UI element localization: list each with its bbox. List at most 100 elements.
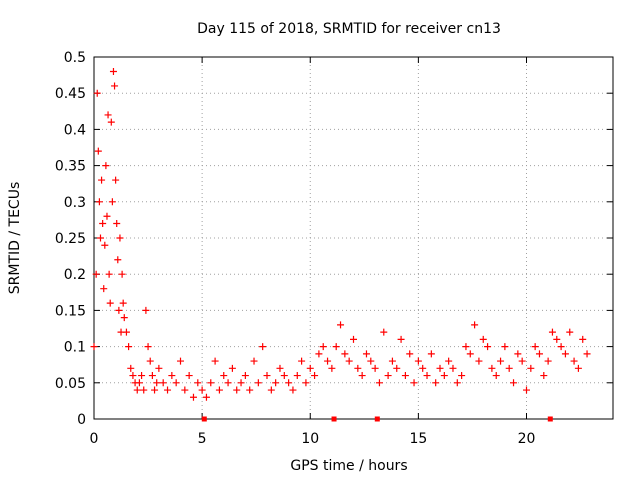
data-point <box>311 372 319 380</box>
y-axis-label: SRMTID / TECUs <box>7 182 23 295</box>
data-point <box>462 343 470 351</box>
data-point <box>548 328 556 336</box>
data-point <box>570 357 578 365</box>
data-point <box>453 379 461 387</box>
data-point <box>144 343 152 351</box>
data-point <box>384 372 392 380</box>
data-point <box>111 82 119 90</box>
data-point <box>458 372 466 380</box>
data-point <box>432 379 440 387</box>
data-point <box>419 364 427 372</box>
data-point <box>371 364 379 372</box>
baseline-marker <box>331 416 337 422</box>
data-point <box>172 379 180 387</box>
data-point <box>120 314 128 322</box>
data-point <box>466 350 474 358</box>
data-point <box>107 118 115 126</box>
data-point <box>237 379 245 387</box>
data-point <box>211 357 219 365</box>
data-point <box>306 364 314 372</box>
y-tick-label: 0.15 <box>55 303 86 319</box>
data-point <box>505 364 513 372</box>
data-point <box>115 306 123 314</box>
data-point <box>393 364 401 372</box>
data-point <box>492 372 500 380</box>
data-point <box>293 372 301 380</box>
data-point <box>272 379 280 387</box>
y-tick-label: 0.2 <box>64 267 86 283</box>
x-tick-label: 15 <box>409 431 427 447</box>
data-point <box>367 357 375 365</box>
data-point <box>375 379 383 387</box>
data-point <box>168 372 176 380</box>
data-point <box>531 343 539 351</box>
data-point <box>345 357 353 365</box>
x-tick-label: 20 <box>518 431 536 447</box>
data-point <box>358 372 366 380</box>
data-point <box>112 176 120 184</box>
data-point <box>280 372 288 380</box>
data-point <box>561 350 569 358</box>
data-point <box>155 364 163 372</box>
data-point <box>233 386 241 394</box>
data-point <box>479 335 487 343</box>
data-point <box>302 379 310 387</box>
y-tick-label: 0.35 <box>55 159 86 175</box>
data-point <box>148 372 156 380</box>
data-point <box>118 270 126 278</box>
data-point <box>164 386 172 394</box>
data-point <box>471 321 479 329</box>
data-point <box>106 299 114 307</box>
data-point <box>436 364 444 372</box>
data-point <box>449 364 457 372</box>
data-point <box>540 372 548 380</box>
data-point <box>104 111 112 119</box>
data-point <box>98 176 106 184</box>
data-point <box>484 343 492 351</box>
data-point <box>350 335 357 343</box>
data-point <box>401 372 409 380</box>
data-point <box>185 372 193 380</box>
data-point <box>337 321 345 329</box>
data-point <box>228 364 236 372</box>
data-point <box>362 350 370 358</box>
data-point <box>151 386 159 394</box>
data-point <box>285 379 293 387</box>
data-point <box>254 379 262 387</box>
data-point <box>153 379 161 387</box>
data-points <box>90 67 591 401</box>
data-point <box>263 372 271 380</box>
data-point <box>427 350 435 358</box>
data-point <box>514 350 522 358</box>
data-point <box>108 198 116 206</box>
baseline-marker <box>547 416 553 422</box>
y-tick-label: 0.3 <box>64 195 86 211</box>
data-point <box>440 372 448 380</box>
data-point <box>127 364 135 372</box>
data-point <box>510 379 518 387</box>
y-tick-label: 0.1 <box>64 340 86 356</box>
data-point <box>241 372 249 380</box>
data-point <box>523 386 530 394</box>
data-point <box>267 386 275 394</box>
data-point <box>94 147 102 155</box>
data-point <box>181 386 189 394</box>
data-point <box>583 350 591 358</box>
data-point <box>423 372 431 380</box>
data-point <box>388 357 396 365</box>
data-point <box>119 299 127 307</box>
x-tick-label: 5 <box>198 431 207 447</box>
data-point <box>566 328 574 336</box>
data-point <box>579 335 587 343</box>
data-point <box>397 335 405 343</box>
data-point <box>99 220 107 228</box>
data-point <box>259 343 267 351</box>
x-axis: 0 5 10 15 20 <box>90 57 536 447</box>
data-point <box>224 379 232 387</box>
data-point <box>332 343 340 351</box>
baseline-marker <box>374 416 380 422</box>
data-point <box>276 364 284 372</box>
y-tick-label: 0.45 <box>55 86 86 102</box>
data-point <box>488 364 496 372</box>
